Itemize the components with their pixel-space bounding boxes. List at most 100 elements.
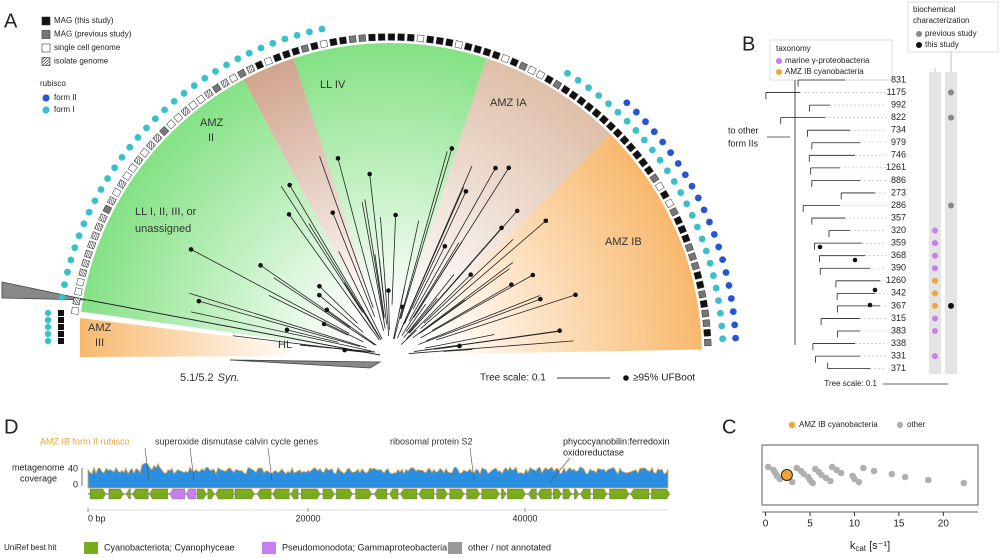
gene-arrow [481, 488, 500, 500]
bootstrap-dot [872, 287, 878, 293]
branch [403, 274, 455, 338]
genome-square [173, 112, 184, 123]
annotation: AMZ IB form II rubisco [40, 436, 130, 446]
gene-arrow [290, 488, 299, 500]
branch [414, 330, 560, 352]
rubisco-dot [623, 117, 631, 125]
rubisco-dot [706, 218, 713, 226]
legend-label: MAG (this study) [54, 16, 114, 25]
rubisco-dot [727, 295, 735, 302]
rubisco-dot [649, 146, 656, 154]
bootstrap-dot [330, 210, 336, 215]
gene-arrow [257, 488, 272, 500]
rubisco-dot [126, 143, 134, 151]
gene-arrow [537, 488, 552, 500]
legend-swatch [41, 57, 51, 66]
genome-square [58, 338, 64, 344]
gene-arrow [501, 488, 507, 500]
legend-swatch [776, 58, 782, 64]
rubisco-dot [715, 243, 723, 251]
coverage-area [87, 462, 669, 489]
clade-wedge [293, 42, 487, 355]
rubisco-dot [663, 167, 671, 175]
genome-square [598, 114, 609, 125]
panel-label: A [4, 10, 18, 32]
panel-label: B [742, 33, 755, 55]
gene-arrow [466, 488, 481, 500]
genome-square [584, 102, 595, 112]
genome-square [535, 70, 546, 80]
bootstrap-dot [317, 292, 322, 298]
bootstrap-dot [335, 156, 341, 161]
gene-arrow [207, 488, 215, 500]
genome-square [58, 317, 64, 323]
genome-square [203, 88, 214, 99]
genome-square [76, 277, 85, 287]
genome-square [463, 42, 473, 52]
leaf-label: 1261 [886, 162, 906, 172]
genome-square [643, 165, 654, 176]
gene-arrow [630, 488, 650, 500]
column-bg [945, 72, 957, 374]
clade-label: II [208, 132, 214, 144]
genome-square [300, 44, 310, 53]
rubisco-dot [111, 164, 118, 172]
legend-label: form II [54, 93, 77, 102]
legend-label: MAG (previous study) [54, 30, 132, 39]
rubisco-dot [234, 55, 242, 63]
rubisco-dot [44, 330, 52, 338]
clade-label: HL [278, 339, 292, 351]
rubisco-dot [729, 308, 737, 316]
rubisco-dot [688, 182, 696, 190]
position-label: 40000 [512, 513, 537, 523]
rubisco-dot [180, 89, 188, 97]
rubisco-dot [632, 108, 640, 116]
data-point [888, 470, 896, 478]
rubisco-dot [585, 84, 592, 92]
data-point [924, 476, 932, 484]
genome-square [544, 74, 554, 85]
genome-square [605, 121, 616, 132]
rubisco-dot [44, 309, 52, 317]
gene-arrow [355, 488, 372, 500]
rubisco-dot [732, 334, 739, 342]
rubisco-dot [143, 124, 150, 132]
gene-arrow [322, 488, 335, 500]
legend-label: ≥95% UFBoot [633, 373, 695, 384]
legend-label: AMZ IB cyanobacteria [799, 420, 878, 429]
clade-wedge [81, 79, 390, 355]
genome-square [111, 187, 122, 198]
branch [432, 284, 512, 331]
genome-square [426, 35, 435, 44]
leaf-label: 371 [891, 363, 906, 373]
bootstrap-dot [284, 327, 290, 333]
genome-square [695, 280, 705, 290]
genome-square [509, 57, 519, 67]
rubisco-dot [85, 208, 93, 216]
rubisco-dot [688, 211, 696, 219]
rubisco-dot [58, 293, 66, 301]
rubisco-dot [190, 82, 198, 89]
rubisco-dot [725, 282, 733, 289]
genome-square [701, 309, 710, 318]
gene-arrow [272, 488, 290, 500]
branch [412, 246, 446, 310]
genome-square [58, 310, 64, 316]
outgroup-label: form IIs [728, 138, 759, 148]
bootstrap-dot [509, 282, 514, 287]
branch [87, 299, 381, 356]
gene-arrow [132, 488, 149, 500]
legend-swatch [916, 31, 922, 37]
legend-title: rubisco [40, 79, 66, 88]
genome-square [281, 49, 291, 59]
genome-square [681, 233, 691, 244]
taxonomy-dot [932, 252, 938, 259]
rubisco-dot [118, 153, 126, 161]
genome-square [445, 38, 454, 47]
x-axis-label: k [850, 540, 856, 552]
branch [323, 323, 349, 336]
rubisco-dot [712, 284, 720, 292]
branch [273, 277, 376, 346]
genome-square [576, 96, 587, 107]
